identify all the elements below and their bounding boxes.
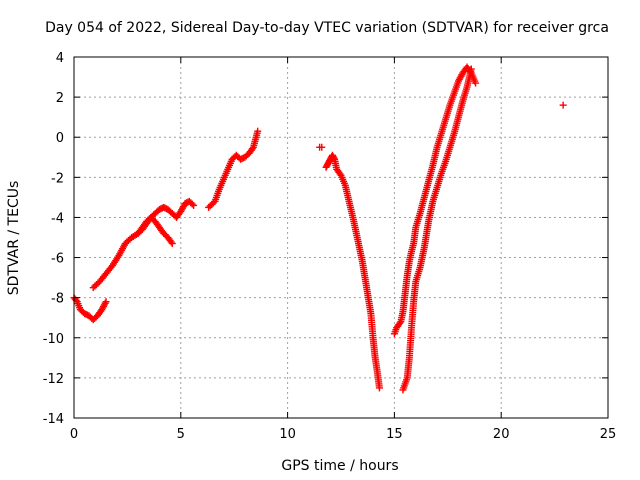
x-tick-label: 5: [177, 427, 185, 442]
data-point: [559, 101, 567, 109]
x-axis-label: GPS time / hours: [281, 458, 398, 474]
data-point: [318, 143, 326, 151]
y-tick-label: 2: [56, 91, 64, 106]
y-tick-label: -8: [51, 292, 64, 307]
data-point: [248, 145, 256, 153]
x-tick-label: 10: [279, 427, 296, 442]
data-point: [209, 199, 217, 207]
axes: 0 5 10 15 20 25 -14 -12 -10 -8 -6 -4 -2 0 2 4: [43, 51, 617, 442]
data-point: [375, 384, 383, 392]
y-tick-label: -2: [51, 171, 64, 186]
plot-frame: [73, 56, 609, 419]
data-point: [254, 127, 262, 135]
x-tick-label: 15: [386, 427, 403, 442]
y-tick-label: -12: [43, 372, 64, 387]
data-point: [101, 299, 109, 307]
data-point: [472, 79, 480, 87]
y-axis-label: SDTVAR / TECUs: [6, 181, 22, 296]
data-point: [467, 65, 475, 73]
grid-lines: [74, 57, 608, 418]
y-tick-label: -6: [51, 252, 64, 267]
data-point: [102, 298, 110, 306]
data-point: [168, 240, 176, 248]
x-tick-label: 20: [493, 427, 510, 442]
data-points: [70, 63, 567, 394]
y-tick-label: 4: [56, 51, 64, 66]
chart-title: Day 054 of 2022, Sidereal Day-to-day VTE…: [45, 20, 609, 36]
data-point: [188, 200, 196, 208]
y-tick-label: -14: [43, 412, 64, 427]
data-point: [396, 319, 404, 327]
y-tick-label: -10: [43, 332, 64, 347]
data-point: [336, 170, 344, 178]
data-point: [190, 201, 198, 209]
y-tick-label: 0: [56, 131, 64, 146]
y-tick-label: -4: [51, 211, 64, 226]
x-tick-label: 0: [70, 427, 78, 442]
data-point: [167, 238, 175, 246]
x-tick-label: 25: [600, 427, 617, 442]
data-point: [330, 154, 338, 162]
